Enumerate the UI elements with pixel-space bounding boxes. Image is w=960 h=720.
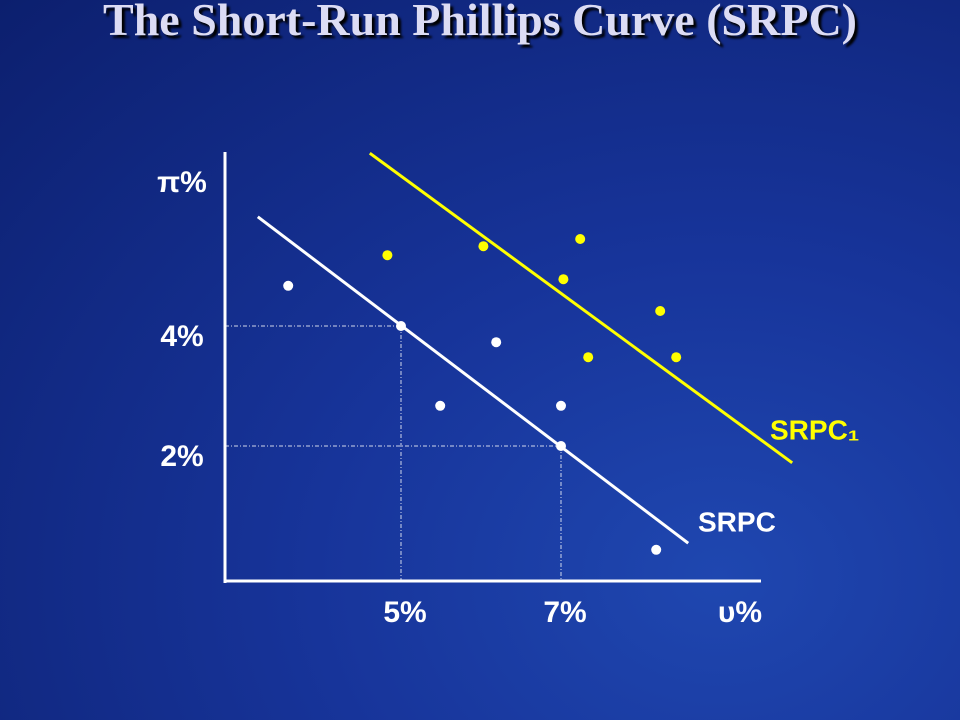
point [283, 280, 294, 291]
point [651, 544, 662, 555]
point [558, 274, 569, 285]
point [671, 352, 682, 363]
point [396, 321, 406, 331]
curve [368, 151, 794, 465]
y-tick-label: 4% [160, 320, 203, 353]
curve-label: SRPC₁ [770, 414, 859, 445]
point [575, 234, 586, 244]
point [556, 441, 566, 451]
curve [256, 215, 690, 545]
point [382, 250, 393, 261]
x-tick-label: 7% [543, 596, 586, 629]
y-axis-label: π% [157, 166, 207, 199]
point [478, 241, 489, 252]
title: The Short-Run Phillips Curve (SRPC) [103, 0, 857, 45]
point [491, 337, 502, 348]
point [583, 352, 594, 363]
y-tick-label: 2% [160, 440, 203, 473]
x-tick-label: 5% [383, 596, 426, 629]
curve-label: SRPC [698, 506, 776, 537]
point [556, 400, 566, 411]
x-axis-label: υ% [718, 596, 762, 629]
point [655, 306, 666, 316]
point [435, 400, 446, 411]
